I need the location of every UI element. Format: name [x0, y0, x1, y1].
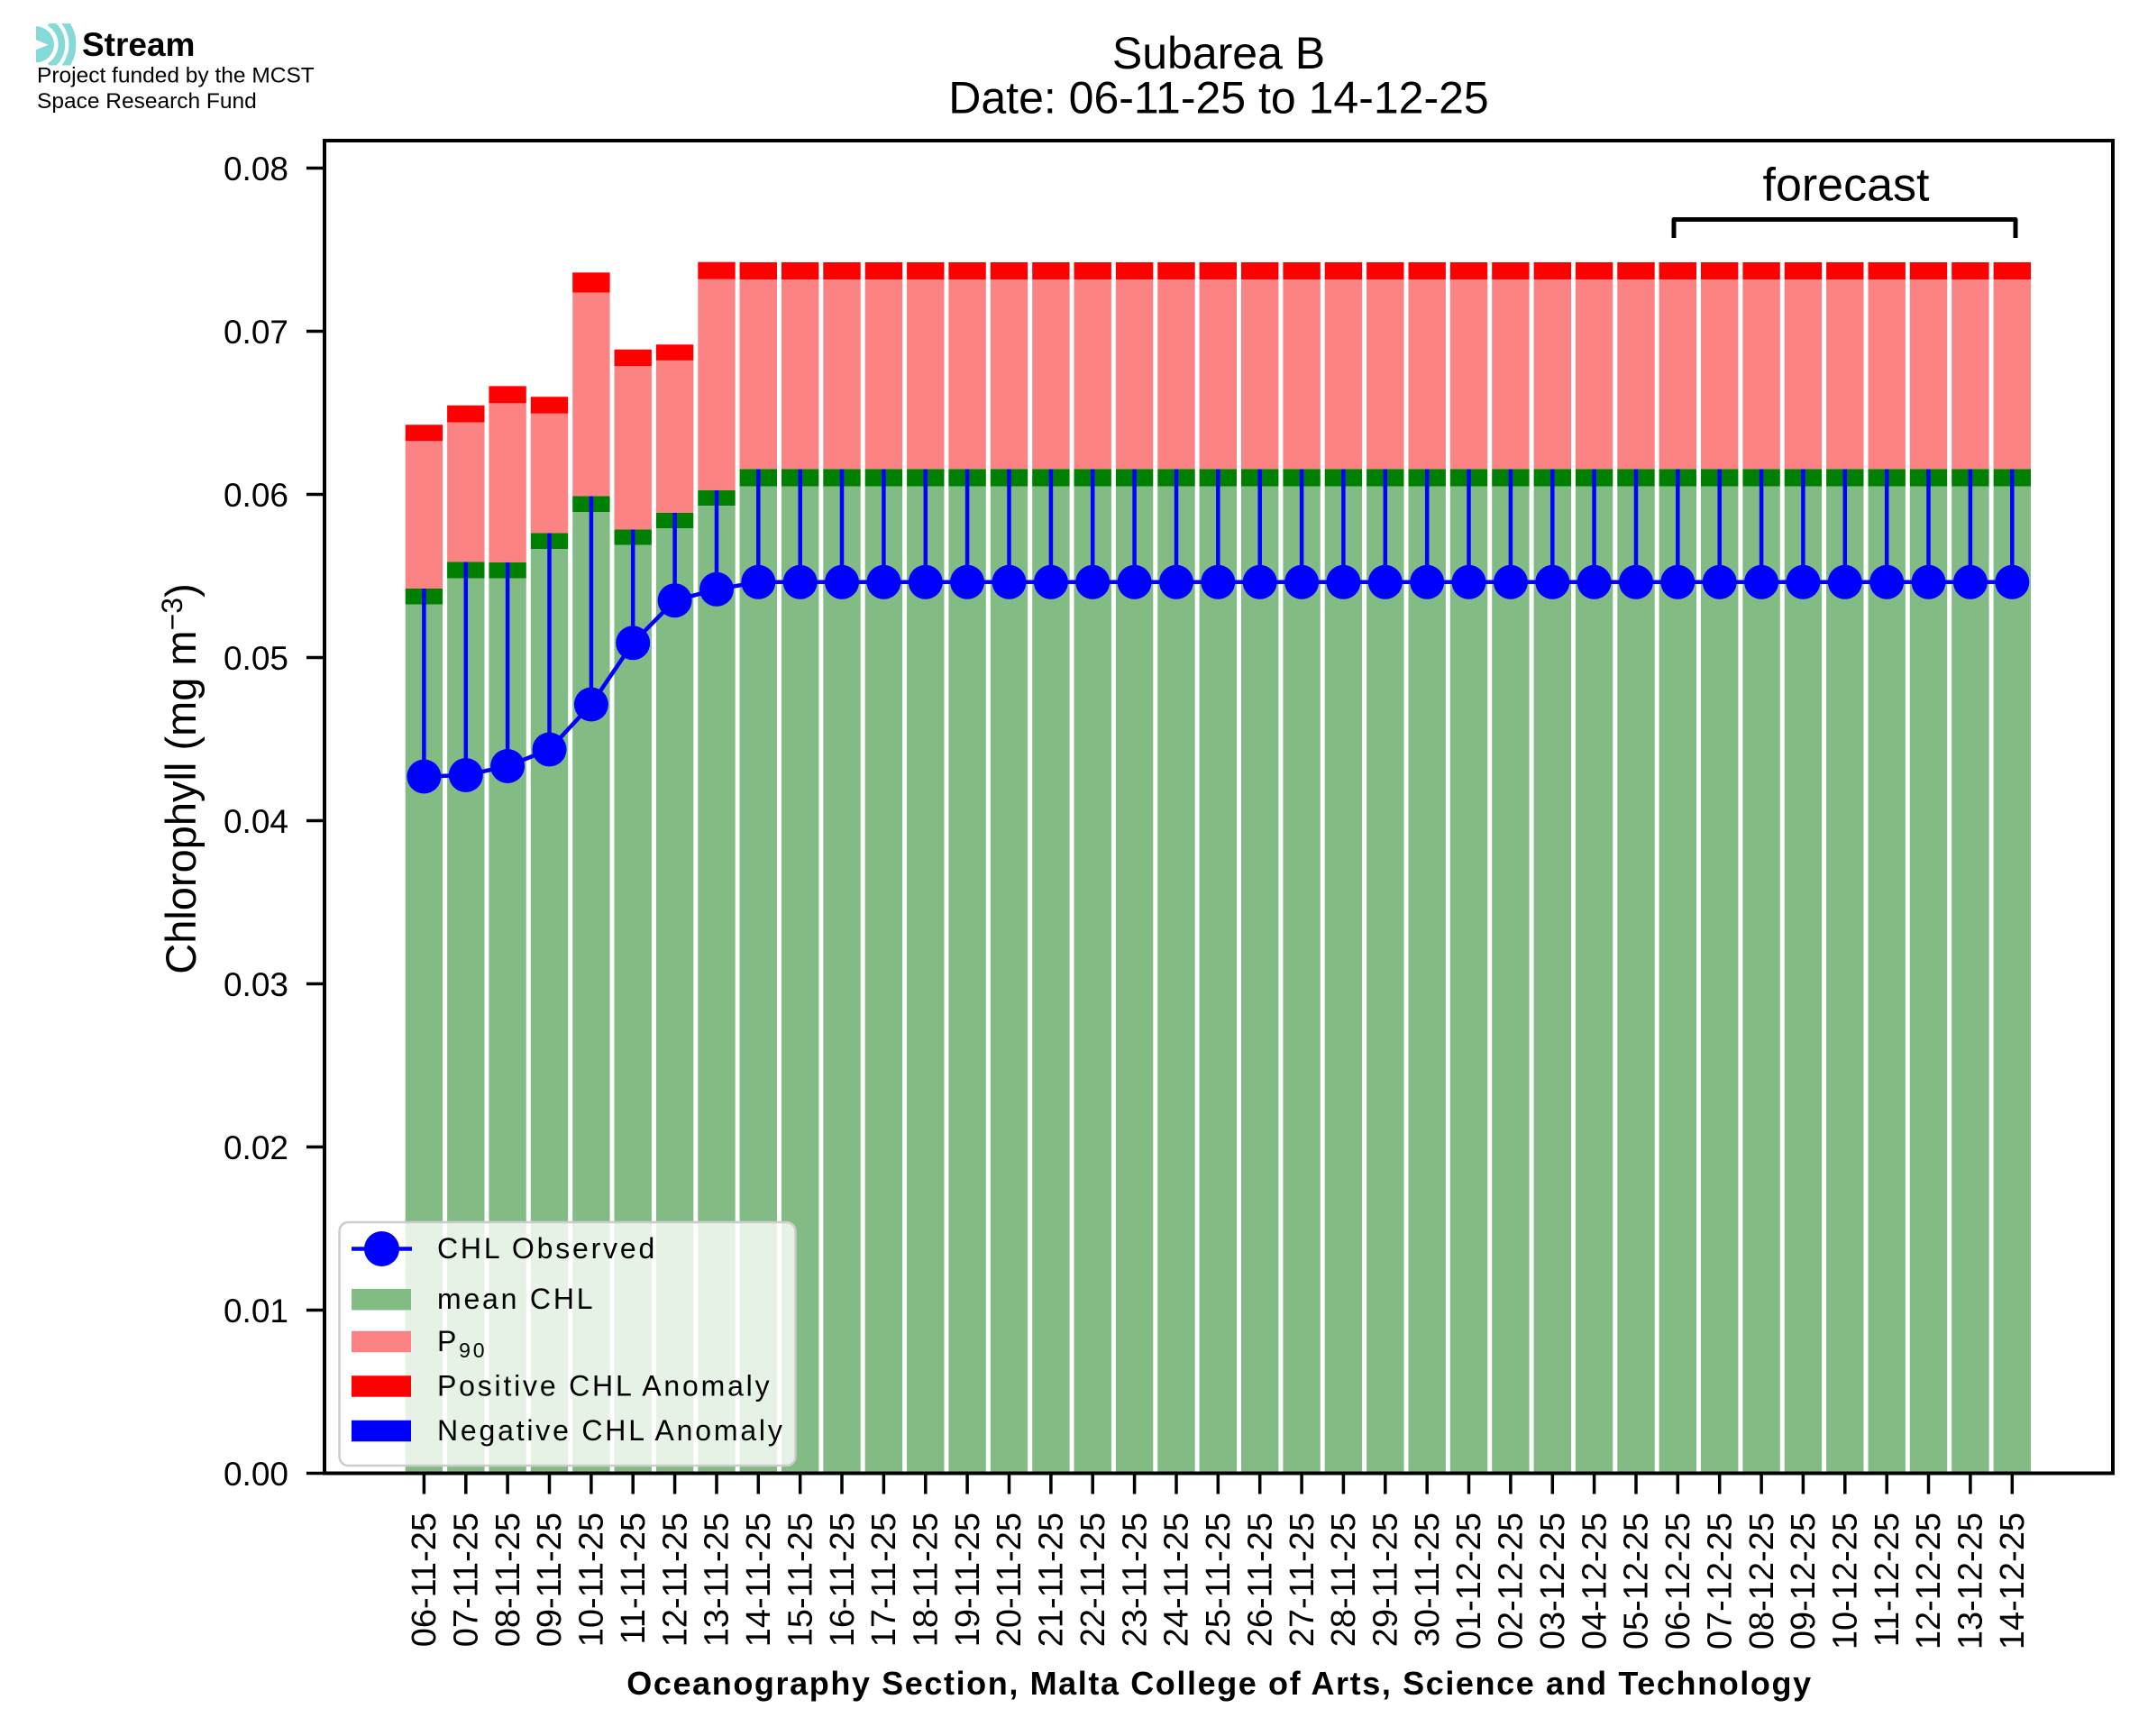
svg-text:17-11-25: 17-11-25 — [865, 1512, 903, 1647]
svg-text:09-12-25: 09-12-25 — [1785, 1512, 1823, 1649]
svg-text:0.06: 0.06 — [224, 477, 288, 514]
svg-text:Positive CHL Anomaly: Positive CHL Anomaly — [437, 1370, 772, 1403]
svg-text:0.02: 0.02 — [224, 1129, 288, 1166]
svg-text:CHL Observed: CHL Observed — [437, 1232, 657, 1265]
svg-text:13-11-25: 13-11-25 — [699, 1512, 736, 1647]
svg-text:02-12-25: 02-12-25 — [1493, 1512, 1531, 1649]
svg-text:09-11-25: 09-11-25 — [531, 1512, 569, 1647]
svg-text:16-11-25: 16-11-25 — [824, 1512, 862, 1647]
svg-text:0.05: 0.05 — [224, 640, 288, 677]
svg-text:01-12-25: 01-12-25 — [1450, 1512, 1488, 1649]
svg-text:25-11-25: 25-11-25 — [1200, 1512, 1238, 1647]
svg-text:0.04: 0.04 — [224, 803, 288, 840]
svg-text:18-11-25: 18-11-25 — [908, 1512, 946, 1647]
svg-text:0.03: 0.03 — [224, 966, 288, 1003]
svg-text:21-11-25: 21-11-25 — [1033, 1512, 1071, 1647]
svg-text:0.01: 0.01 — [224, 1293, 288, 1329]
svg-text:29-11-25: 29-11-25 — [1367, 1512, 1405, 1647]
svg-text:Chlorophyll (mg m−3): Chlorophyll (mg m−3) — [156, 583, 205, 973]
svg-text:19-11-25: 19-11-25 — [949, 1512, 987, 1647]
svg-text:Subarea B: Subarea B — [1112, 28, 1325, 78]
svg-text:27-11-25: 27-11-25 — [1284, 1512, 1321, 1647]
svg-text:11-12-25: 11-12-25 — [1869, 1512, 1906, 1647]
svg-text:08-11-25: 08-11-25 — [489, 1512, 527, 1647]
svg-text:Project funded by the MCST: Project funded by the MCST — [37, 64, 315, 88]
svg-text:10-12-25: 10-12-25 — [1827, 1512, 1865, 1649]
svg-text:Stream: Stream — [82, 26, 195, 63]
svg-text:20-11-25: 20-11-25 — [991, 1512, 1028, 1647]
svg-text:07-12-25: 07-12-25 — [1701, 1512, 1739, 1649]
svg-text:11-11-25: 11-11-25 — [615, 1512, 653, 1644]
svg-text:30-11-25: 30-11-25 — [1409, 1512, 1447, 1647]
svg-text:06-11-25: 06-11-25 — [406, 1512, 443, 1647]
svg-text:12-12-25: 12-12-25 — [1910, 1512, 1948, 1649]
svg-text:0.08: 0.08 — [224, 151, 288, 187]
svg-text:mean CHL: mean CHL — [437, 1283, 595, 1315]
svg-text:26-11-25: 26-11-25 — [1241, 1512, 1279, 1647]
svg-text:28-11-25: 28-11-25 — [1325, 1512, 1363, 1647]
svg-text:14-12-25: 14-12-25 — [1994, 1512, 2032, 1649]
svg-text:0.00: 0.00 — [224, 1456, 288, 1493]
svg-text:03-12-25: 03-12-25 — [1534, 1512, 1572, 1649]
svg-text:24-11-25: 24-11-25 — [1158, 1512, 1196, 1647]
svg-text:Negative CHL Anomaly: Negative CHL Anomaly — [437, 1414, 785, 1447]
svg-text:15-11-25: 15-11-25 — [782, 1512, 819, 1647]
svg-text:22-11-25: 22-11-25 — [1074, 1512, 1112, 1647]
svg-text:forecast: forecast — [1763, 160, 1931, 212]
svg-text:10-11-25: 10-11-25 — [573, 1512, 611, 1647]
svg-text:Space Research Fund: Space Research Fund — [37, 89, 257, 114]
svg-text:07-11-25: 07-11-25 — [448, 1512, 486, 1647]
svg-text:04-12-25: 04-12-25 — [1576, 1512, 1613, 1649]
svg-text:08-12-25: 08-12-25 — [1743, 1512, 1781, 1649]
svg-text:13-12-25: 13-12-25 — [1952, 1512, 1990, 1649]
svg-text:0.07: 0.07 — [224, 314, 288, 351]
svg-text:06-12-25: 06-12-25 — [1659, 1512, 1697, 1649]
svg-text:23-11-25: 23-11-25 — [1116, 1512, 1154, 1647]
svg-text:Oceanography Section, Malta Co: Oceanography Section, Malta College of A… — [626, 1665, 1812, 1702]
svg-text:Date: 06-11-25 to 14-12-25: Date: 06-11-25 to 14-12-25 — [948, 73, 1488, 123]
svg-text:14-11-25: 14-11-25 — [740, 1512, 778, 1647]
svg-text:05-12-25: 05-12-25 — [1618, 1512, 1656, 1649]
svg-text:12-11-25: 12-11-25 — [656, 1512, 694, 1647]
